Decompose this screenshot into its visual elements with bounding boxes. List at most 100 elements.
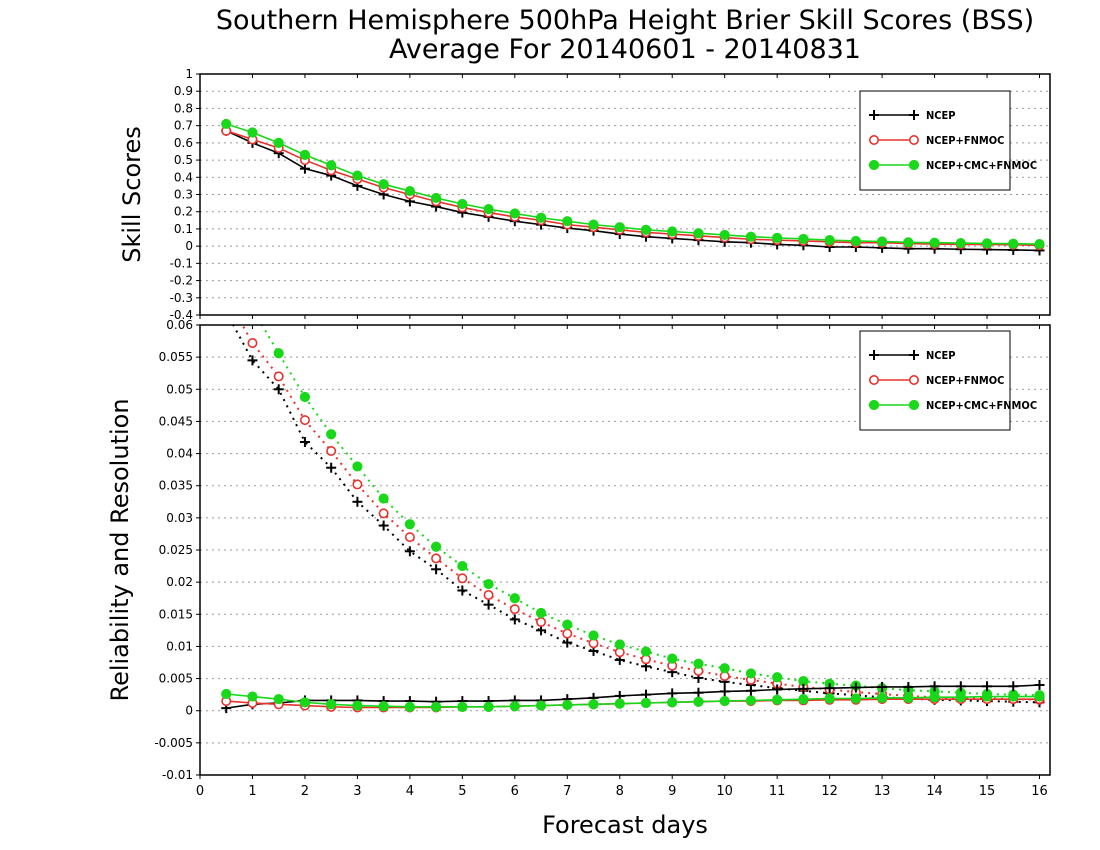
point-ncep-cmc-fnmoc-23	[824, 235, 835, 246]
point-ncep-resolution-8	[431, 564, 442, 575]
y-tick-label-0-2: -0.2	[170, 274, 193, 288]
point-ncep-resolution-6	[378, 520, 389, 531]
point-ncep-fnmoc-resolution-11	[509, 604, 520, 615]
point-ncep-resolution-10	[483, 599, 494, 610]
point-ncep-reliability-24	[850, 682, 861, 693]
point-ncep-fnmoc-resolution-10	[483, 589, 494, 600]
x-tick-label-16: 16	[1031, 784, 1048, 799]
point-ncep-cmc-fnmoc-reliability-6	[378, 701, 389, 712]
point-ncep-fnmoc-resolution-7	[404, 532, 415, 543]
x-tick-label-12: 12	[821, 784, 838, 799]
y-tick-label-1-8: 0.03	[166, 511, 193, 525]
skill-scores-panel: -0.4 -0.3 -0.2 -0.1 0 0.1 0.2 0.3 0.4 0.5 0.6 0.7 0.…	[118, 67, 1051, 322]
y-tick-label-1-14: 0.06	[166, 318, 193, 332]
point-ncep-cmc-fnmoc-reliability-19	[719, 695, 730, 707]
point-ncep-cmc-fnmoc-resolution-19	[719, 663, 730, 674]
x-tick-label-8: 8	[616, 784, 624, 799]
y-tick-label-0-3: -0.1	[170, 256, 193, 270]
point-ncep-reliability-26	[903, 681, 914, 692]
point-ncep-cmc-fnmoc-resolution-6	[378, 493, 389, 504]
point-ncep-cmc-fnmoc-0	[221, 118, 232, 130]
point-ncep-reliability-28	[955, 681, 966, 692]
y-tick-label-1-12: 0.05	[166, 382, 193, 396]
point-ncep-reliability-17	[667, 688, 678, 699]
point-ncep-resolution-4	[326, 462, 337, 473]
y-tick-label-1-0: -0.01	[162, 768, 193, 782]
point-ncep-cmc-fnmoc-reliability-16	[640, 697, 652, 709]
point-ncep-cmc-fnmoc-reliability-23	[824, 693, 835, 704]
legend-label-ncep-fnmoc-1: NCEP+FNMOC	[926, 374, 1004, 387]
x-tick-label-15: 15	[979, 784, 996, 799]
y-tick-label-0-4: 0	[185, 239, 193, 253]
point-ncep-cmc-fnmoc-reliability-25	[876, 692, 888, 703]
point-ncep-cmc-fnmoc-reliability-11	[509, 701, 520, 712]
legend-marker-start-ncep-1	[869, 350, 879, 360]
y-tick-label-0-5: 0.1	[174, 222, 193, 236]
legend-label-ncep-fnmoc-0: NCEP+FNMOC	[926, 134, 1004, 147]
point-ncep-cmc-fnmoc-reliability-10	[483, 701, 494, 712]
legend-marker-start-ncep-fnmoc-0	[868, 135, 879, 146]
point-ncep-cmc-fnmoc-resolution-14	[588, 630, 599, 641]
x-tick-label-4: 4	[406, 784, 414, 799]
point-ncep-cmc-fnmoc-resolution-17	[667, 653, 678, 664]
point-ncep-cmc-fnmoc-14	[588, 219, 599, 230]
point-ncep-cmc-fnmoc-reliability-13	[562, 699, 573, 711]
point-ncep-cmc-fnmoc-resolution-2	[273, 348, 284, 359]
x-tick-label-11: 11	[769, 784, 786, 799]
point-ncep-resolution-12	[536, 625, 547, 636]
point-ncep-cmc-fnmoc-reliability-5	[352, 700, 363, 711]
point-ncep-fnmoc-resolution-5	[352, 479, 363, 490]
y-tick-label-1-5: 0.015	[159, 607, 193, 621]
point-ncep-cmc-fnmoc-3	[299, 149, 311, 161]
y-tick-label-0-8: 0.4	[174, 170, 193, 184]
x-tick-label-2: 2	[301, 784, 309, 799]
point-ncep-cmc-fnmoc-24	[850, 235, 861, 247]
point-ncep-cmc-fnmoc-6	[378, 179, 389, 190]
legend-label-ncep-cmc-fnmoc-0: NCEP+CMC+FNMOC	[926, 159, 1037, 172]
point-ncep-cmc-fnmoc-reliability-29	[981, 691, 993, 702]
legend-marker-end-ncep-cmc-fnmoc-0	[908, 159, 920, 171]
point-ncep-cmc-fnmoc-resolution-13	[562, 619, 573, 630]
point-ncep-fnmoc-resolution-0	[222, 292, 230, 300]
point-ncep-reliability-19	[719, 686, 730, 697]
x-tick-label-5: 5	[458, 784, 466, 799]
series-line-ncep-cmc-fnmoc-resolution	[260, 325, 1040, 697]
legend-label-ncep-1: NCEP	[926, 349, 956, 362]
point-ncep-cmc-fnmoc-reliability-21	[772, 694, 783, 705]
x-tick-label-14: 14	[926, 784, 943, 799]
y-tick-label-0-12: 0.8	[174, 101, 193, 115]
point-ncep-resolution-5	[352, 496, 363, 507]
point-ncep-fnmoc-resolution-8	[431, 553, 442, 564]
point-ncep-cmc-fnmoc-resolution-4	[326, 429, 337, 440]
point-ncep-cmc-fnmoc-reliability-2	[273, 694, 284, 705]
legend-marker-start-ncep-fnmoc-1	[868, 374, 879, 385]
x-tick-label-6: 6	[511, 784, 519, 799]
point-ncep-cmc-fnmoc-reliability-18	[693, 696, 704, 707]
point-ncep-fnmoc-resolution-6	[378, 508, 389, 519]
point-ncep-reliability-20	[745, 685, 756, 696]
point-ncep-reliability-29	[982, 681, 993, 692]
point-ncep-3	[299, 163, 310, 174]
point-ncep-cmc-fnmoc-reliability-14	[588, 699, 599, 710]
legend-marker-start-ncep-0	[869, 110, 879, 120]
point-ncep-cmc-fnmoc-resolution-5	[352, 461, 363, 472]
point-ncep-cmc-fnmoc-12	[535, 212, 547, 223]
point-ncep-fnmoc-resolution-2	[273, 371, 284, 382]
point-ncep-cmc-fnmoc-reliability-1	[247, 691, 258, 702]
point-ncep-cmc-fnmoc-resolution-11	[509, 593, 520, 604]
point-ncep-cmc-fnmoc-resolution-16	[640, 646, 652, 657]
point-ncep-cmc-fnmoc-29	[981, 238, 993, 249]
point-ncep-reliability-30	[1008, 681, 1019, 692]
point-ncep-cmc-fnmoc-22	[798, 233, 809, 245]
point-ncep-reliability-22	[798, 683, 809, 694]
y-axis-label-0: Skill Scores	[118, 126, 146, 263]
y-tick-label-0-6: 0.2	[174, 205, 193, 219]
plot-frame-0	[199, 73, 1051, 316]
point-ncep-fnmoc-resolution-13	[562, 628, 573, 639]
legend-marker-start-ncep-cmc-fnmoc-1	[868, 399, 880, 411]
point-ncep-cmc-fnmoc-27	[929, 237, 940, 248]
point-ncep-cmc-fnmoc-18	[693, 228, 704, 239]
x-tick-label-1: 1	[248, 784, 256, 799]
point-ncep-cmc-fnmoc-13	[562, 216, 573, 227]
